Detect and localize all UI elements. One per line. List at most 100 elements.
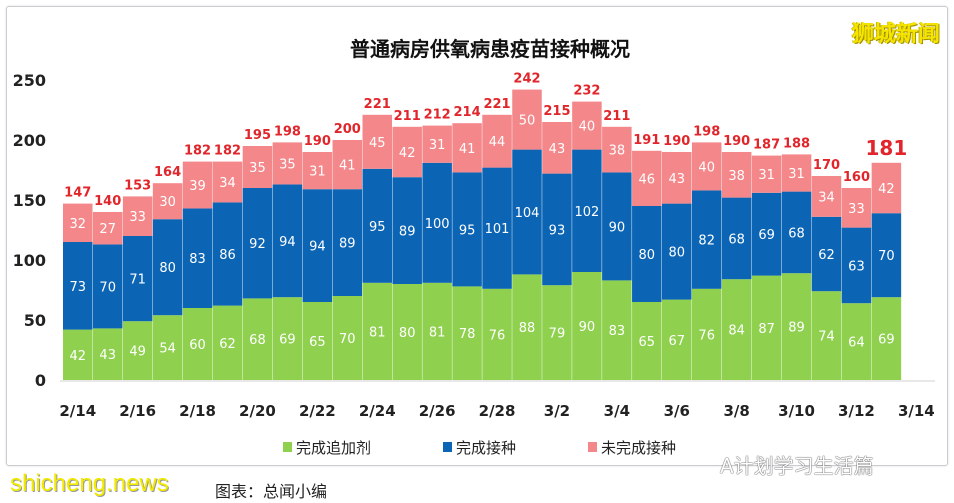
bar-segment	[152, 183, 183, 220]
segment-label: 41	[459, 142, 476, 157]
bar-segment	[272, 297, 303, 380]
bar-segment	[392, 284, 422, 380]
total-label: 242	[513, 72, 540, 87]
bar-segment	[781, 191, 812, 274]
segment-label: 33	[129, 210, 146, 225]
bar-segment	[63, 329, 93, 380]
x-tick-label: 3/6	[664, 402, 690, 420]
x-tick-label: 3/12	[838, 402, 875, 420]
total-label: 164	[154, 165, 181, 180]
segment-label: 82	[698, 234, 715, 249]
total-label: 170	[813, 158, 840, 173]
bar-segment	[422, 125, 452, 163]
bar-segment	[452, 286, 482, 380]
bar-segment	[632, 150, 662, 206]
segment-label: 49	[129, 345, 146, 360]
total-label: 153	[124, 178, 151, 193]
total-label: 187	[753, 138, 780, 153]
bar-segment	[691, 288, 722, 380]
x-tick-label: 2/16	[119, 402, 156, 420]
segment-label: 88	[519, 321, 536, 336]
segment-label: 38	[609, 144, 626, 159]
x-tick-label: 3/14	[898, 402, 935, 420]
segment-label: 62	[219, 337, 236, 352]
total-label: 215	[543, 104, 570, 119]
bar-segment	[302, 152, 333, 190]
y-tick-label: 250	[13, 71, 46, 90]
segment-label: 87	[758, 322, 775, 337]
x-tick-label: 2/20	[239, 402, 276, 420]
segment-label: 86	[219, 248, 236, 263]
total-label: 182	[214, 144, 241, 159]
chart-frame	[6, 6, 948, 466]
total-label: 221	[364, 97, 391, 112]
total-label: 140	[94, 194, 121, 209]
bar-segment	[542, 285, 572, 380]
x-tick-label: 2/28	[479, 402, 516, 420]
bar-segment	[482, 288, 512, 380]
bar-segment	[632, 302, 662, 380]
bar-segment	[92, 328, 123, 380]
segment-label: 32	[69, 217, 86, 232]
total-label: 200	[334, 122, 361, 137]
bar-segment	[482, 114, 512, 168]
segment-label: 33	[848, 202, 865, 217]
total-label: 195	[244, 128, 271, 143]
segment-label: 42	[878, 182, 895, 197]
segment-label: 50	[519, 114, 536, 129]
segment-label: 94	[279, 235, 296, 250]
total-label: 190	[304, 134, 331, 149]
bar-segment	[662, 203, 692, 300]
segment-label: 31	[429, 138, 446, 153]
segment-label: 38	[728, 169, 745, 184]
bar-segment	[572, 272, 602, 380]
bar-segment	[332, 140, 363, 190]
y-tick-label: 0	[35, 371, 46, 390]
segment-label: 69	[878, 333, 895, 348]
segment-label: 84	[728, 324, 745, 339]
bar-segment	[811, 291, 842, 380]
total-label: 198	[693, 124, 720, 139]
bar-segment	[632, 206, 662, 302]
segment-label: 90	[609, 220, 626, 235]
segment-label: 43	[99, 348, 116, 363]
bar-segment	[841, 303, 872, 380]
bar-segment	[212, 161, 243, 203]
segment-label: 42	[399, 146, 416, 161]
segment-label: 83	[189, 252, 206, 267]
legend-swatch	[588, 442, 597, 452]
bar-segment	[362, 282, 392, 380]
bar-segment	[871, 162, 902, 214]
segment-label: 43	[549, 142, 566, 157]
bar-segment	[721, 279, 752, 380]
bar-segment	[542, 173, 572, 286]
bar-segment	[841, 188, 872, 228]
x-tick-label: 2/18	[179, 402, 216, 420]
segment-label: 70	[99, 280, 116, 295]
bar-segment	[662, 152, 692, 204]
segment-label: 80	[399, 326, 416, 341]
bar-segment	[272, 184, 303, 298]
bar-segment	[602, 280, 632, 380]
total-label: 190	[663, 134, 690, 149]
total-label: 212	[424, 108, 451, 123]
bar-segment	[572, 101, 602, 150]
total-label: 190	[723, 134, 750, 149]
bar-segment	[182, 308, 213, 380]
bar-segment	[122, 236, 153, 322]
segment-label: 69	[279, 333, 296, 348]
segment-label: 79	[549, 327, 566, 342]
segment-label: 90	[579, 320, 596, 335]
total-label: 188	[783, 136, 810, 151]
segment-label: 41	[339, 159, 356, 174]
bar-segment	[362, 114, 392, 169]
segment-label: 35	[279, 157, 296, 172]
watermark: shicheng.news	[10, 470, 169, 497]
y-tick-label: 100	[13, 251, 46, 270]
bar-segment	[542, 122, 572, 174]
total-label: 181	[866, 136, 908, 160]
total-label: 198	[274, 124, 301, 139]
total-label: 160	[843, 170, 870, 185]
bar-segment	[332, 189, 363, 296]
